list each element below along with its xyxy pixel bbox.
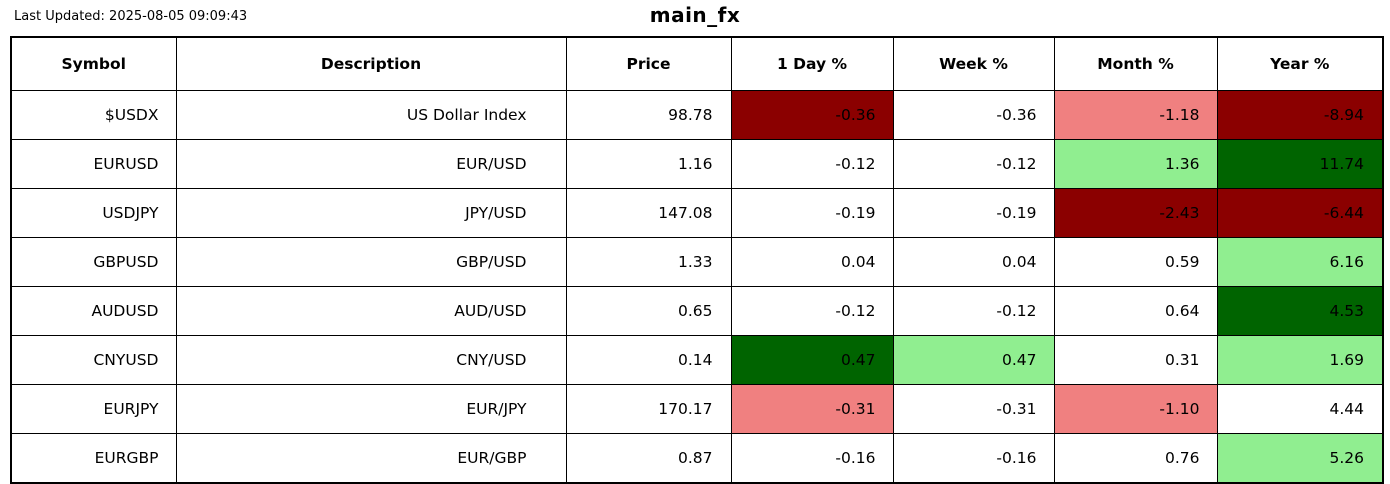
cell-week-pct: -0.31	[892, 384, 1055, 434]
table-row: AUDUSD AUD/USD 0.65 -0.12 -0.12 0.64 4.5…	[10, 286, 1384, 336]
cell-month-pct: 0.59	[1053, 237, 1218, 287]
table-row: EURUSD EUR/USD 1.16 -0.12 -0.12 1.36 11.…	[10, 139, 1384, 189]
cell-month-pct: 1.36	[1053, 139, 1218, 189]
column-header-week: Week %	[892, 36, 1055, 91]
cell-1day-pct: -0.12	[730, 286, 894, 336]
cell-1day-pct: -0.36	[730, 90, 894, 140]
table-body: $USDX US Dollar Index 98.78 -0.36 -0.36 …	[10, 90, 1384, 484]
column-header-description: Description	[175, 36, 567, 91]
cell-year-pct: -6.44	[1216, 188, 1384, 238]
cell-week-pct: -0.19	[892, 188, 1055, 238]
table-row: GBPUSD GBP/USD 1.33 0.04 0.04 0.59 6.16	[10, 237, 1384, 287]
cell-symbol: AUDUSD	[10, 286, 177, 336]
cell-description: EUR/GBP	[175, 433, 567, 484]
cell-year-pct: 4.53	[1216, 286, 1384, 336]
cell-1day-pct: 0.04	[730, 237, 894, 287]
cell-month-pct: 0.76	[1053, 433, 1218, 484]
cell-month-pct: 0.64	[1053, 286, 1218, 336]
cell-1day-pct: 0.47	[730, 335, 894, 385]
page-title: main_fx	[649, 3, 741, 27]
cell-week-pct: -0.12	[892, 286, 1055, 336]
column-header-1day: 1 Day %	[730, 36, 894, 91]
cell-year-pct: 11.74	[1216, 139, 1384, 189]
cell-price: 0.65	[565, 286, 732, 336]
cell-month-pct: -2.43	[1053, 188, 1218, 238]
cell-year-pct: 6.16	[1216, 237, 1384, 287]
cell-description: CNY/USD	[175, 335, 567, 385]
cell-week-pct: -0.36	[892, 90, 1055, 140]
cell-month-pct: 0.31	[1053, 335, 1218, 385]
cell-1day-pct: -0.31	[730, 384, 894, 434]
column-header-symbol: Symbol	[10, 36, 177, 91]
cell-week-pct: -0.12	[892, 139, 1055, 189]
table-row: EURJPY EUR/JPY 170.17 -0.31 -0.31 -1.10 …	[10, 384, 1384, 434]
cell-week-pct: 0.04	[892, 237, 1055, 287]
table-row: EURGBP EUR/GBP 0.87 -0.16 -0.16 0.76 5.2…	[10, 433, 1384, 484]
cell-symbol: EURGBP	[10, 433, 177, 484]
cell-price: 0.87	[565, 433, 732, 484]
cell-1day-pct: -0.16	[730, 433, 894, 484]
cell-symbol: EURUSD	[10, 139, 177, 189]
cell-description: AUD/USD	[175, 286, 567, 336]
cell-symbol: EURJPY	[10, 384, 177, 434]
cell-description: GBP/USD	[175, 237, 567, 287]
cell-year-pct: -8.94	[1216, 90, 1384, 140]
cell-price: 1.33	[565, 237, 732, 287]
cell-price: 98.78	[565, 90, 732, 140]
cell-month-pct: -1.10	[1053, 384, 1218, 434]
last-updated-label: Last Updated: 2025-08-05 09:09:43	[14, 9, 248, 24]
cell-1day-pct: -0.19	[730, 188, 894, 238]
cell-description: EUR/USD	[175, 139, 567, 189]
table-row: CNYUSD CNY/USD 0.14 0.47 0.47 0.31 1.69	[10, 335, 1384, 385]
cell-symbol: USDJPY	[10, 188, 177, 238]
cell-week-pct: 0.47	[892, 335, 1055, 385]
cell-symbol: CNYUSD	[10, 335, 177, 385]
cell-month-pct: -1.18	[1053, 90, 1218, 140]
cell-price: 1.16	[565, 139, 732, 189]
cell-price: 170.17	[565, 384, 732, 434]
cell-description: JPY/USD	[175, 188, 567, 238]
table-row: USDJPY JPY/USD 147.08 -0.19 -0.19 -2.43 …	[10, 188, 1384, 238]
header-row: Symbol Description Price 1 Day % Week % …	[10, 36, 1384, 91]
cell-description: US Dollar Index	[175, 90, 567, 140]
cell-description: EUR/JPY	[175, 384, 567, 434]
cell-1day-pct: -0.12	[730, 139, 894, 189]
table-header: Symbol Description Price 1 Day % Week % …	[10, 36, 1384, 91]
cell-symbol: GBPUSD	[10, 237, 177, 287]
cell-year-pct: 4.44	[1216, 384, 1384, 434]
cell-price: 147.08	[565, 188, 732, 238]
cell-week-pct: -0.16	[892, 433, 1055, 484]
cell-year-pct: 5.26	[1216, 433, 1384, 484]
column-header-year: Year %	[1216, 36, 1384, 91]
fx-table: Symbol Description Price 1 Day % Week % …	[10, 36, 1384, 484]
column-header-month: Month %	[1053, 36, 1218, 91]
column-header-price: Price	[565, 36, 732, 91]
cell-symbol: $USDX	[10, 90, 177, 140]
cell-price: 0.14	[565, 335, 732, 385]
cell-year-pct: 1.69	[1216, 335, 1384, 385]
table-row: $USDX US Dollar Index 98.78 -0.36 -0.36 …	[10, 90, 1384, 140]
